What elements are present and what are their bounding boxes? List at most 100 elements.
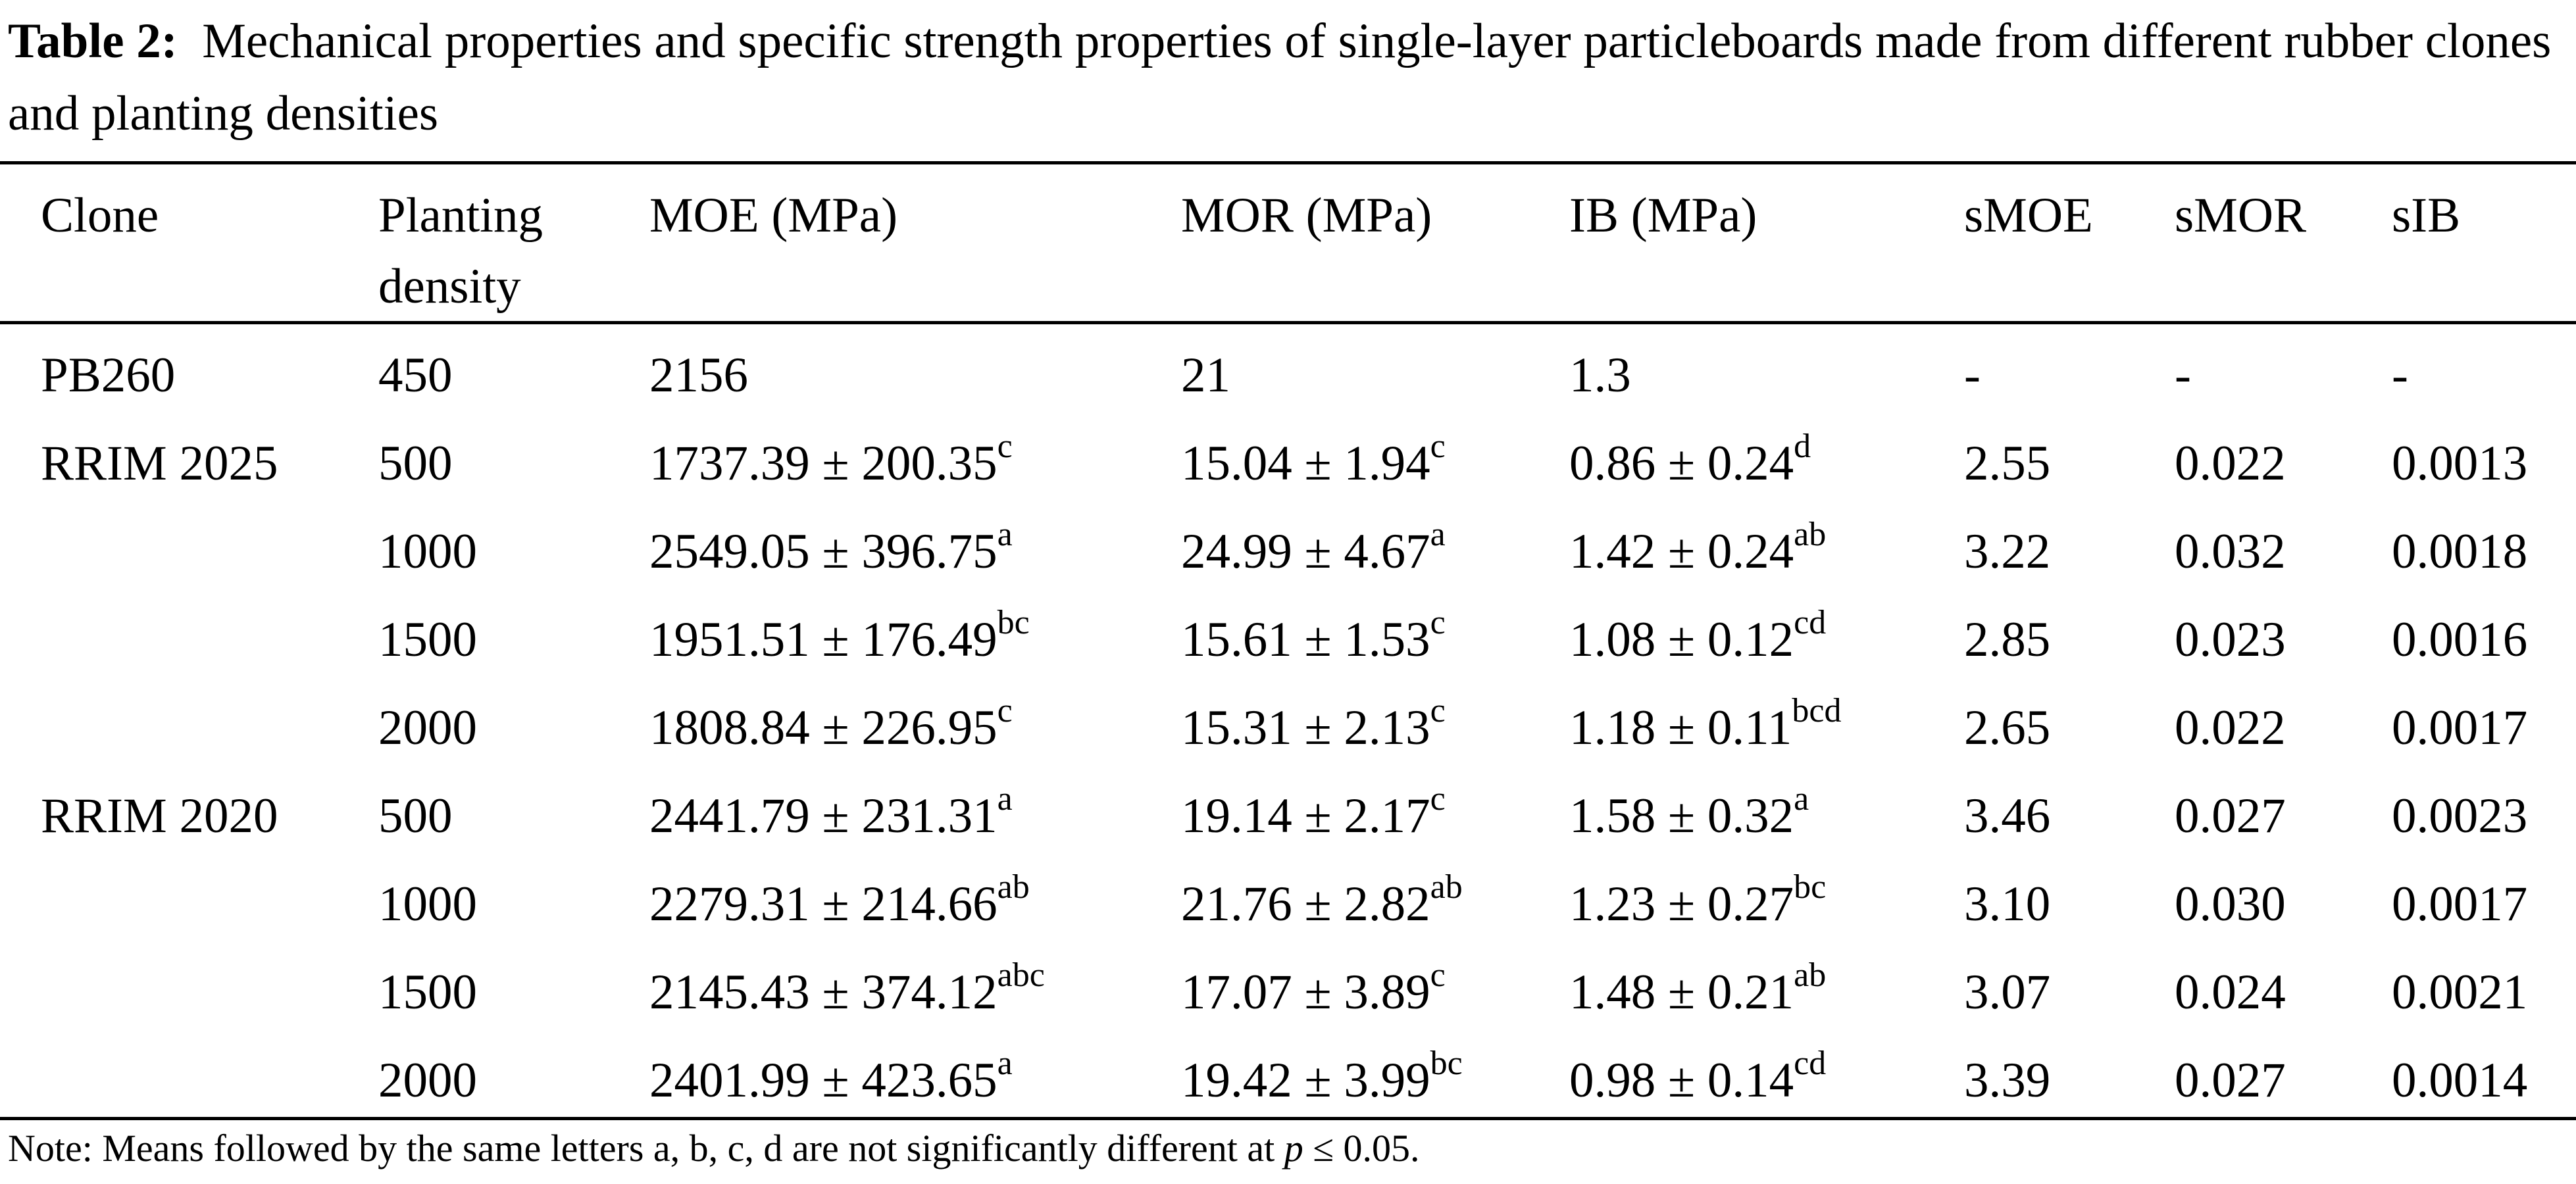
- cell-ib-value: 1.42 ± 0.24: [1569, 524, 1794, 579]
- cell-mor-value: 17.07 ± 3.89: [1181, 965, 1430, 1020]
- cell-sib: 0.0023: [2392, 789, 2528, 843]
- cell-sib: 0.0014: [2392, 1053, 2528, 1108]
- cell-ib: 1.42 ± 0.24ab: [1569, 508, 1964, 596]
- cell-planting-density: 1500: [378, 612, 477, 667]
- cell-ib-value: 1.48 ± 0.21: [1569, 965, 1794, 1020]
- cell-moe: 2145.43 ± 374.12abc: [649, 949, 1181, 1037]
- column-header-clone: Clone: [41, 188, 159, 243]
- cell-smoe: 2.55: [1964, 436, 2051, 491]
- cell-clone: [0, 508, 378, 596]
- cell-mor: 15.04 ± 1.94c: [1181, 420, 1569, 508]
- cell-moe-value: 2549.05 ± 396.75: [649, 524, 998, 579]
- cell-moe: 2279.31 ± 214.66ab: [649, 860, 1181, 949]
- cell-ib-significance-letters: d: [1794, 428, 1811, 465]
- column-header-mor: MOR (MPa): [1181, 188, 1432, 243]
- cell-ib-significance-letters: bc: [1794, 868, 1827, 906]
- cell-moe-significance-letters: c: [997, 692, 1013, 729]
- note-variable: p: [1284, 1127, 1303, 1170]
- cell-moe-value: 2145.43 ± 374.12: [649, 965, 998, 1020]
- cell-smoe: 3.46: [1964, 789, 2051, 843]
- cell-smor: 0.027: [2175, 1053, 2286, 1108]
- cell-mor-value: 24.99 ± 4.67: [1181, 524, 1430, 579]
- cell-moe-value: 2279.31 ± 214.66: [649, 877, 998, 931]
- table-header-rule: [0, 321, 2576, 324]
- cell-mor-value: 15.04 ± 1.94: [1181, 436, 1430, 491]
- cell-ib-value: 0.98 ± 0.14: [1569, 1053, 1794, 1108]
- cell-mor-significance-letters: c: [1430, 780, 1446, 818]
- cell-planting-density: 1000: [378, 877, 477, 931]
- cell-ib-value: 1.3: [1569, 348, 1631, 403]
- cell-sib: 0.0016: [2392, 612, 2528, 667]
- cell-mor-significance-letters: ab: [1430, 868, 1463, 906]
- cell-ib: 0.98 ± 0.14cd: [1569, 1037, 1964, 1125]
- cell-mor-significance-letters: c: [1430, 428, 1446, 465]
- cell-mor-significance-letters: a: [1430, 516, 1446, 553]
- caption-text: Mechanical properties and specific stren…: [8, 14, 2552, 141]
- cell-planting-density: 2000: [378, 701, 477, 755]
- cell-moe-significance-letters: ab: [997, 868, 1030, 906]
- cell-ib-value: 1.58 ± 0.32: [1569, 789, 1794, 843]
- cell-moe-significance-letters: bc: [997, 604, 1030, 641]
- cell-planting-density: 500: [378, 436, 453, 491]
- cell-mor: 17.07 ± 3.89c: [1181, 949, 1569, 1037]
- properties-table: Clone Planting density MOE (MPa) MOR (MP…: [0, 164, 2576, 1125]
- table-caption: Table 2: Mechanical properties and speci…: [8, 5, 2567, 150]
- cell-ib: 0.86 ± 0.24d: [1569, 420, 1964, 508]
- cell-sib: 0.0017: [2392, 877, 2528, 931]
- cell-clone: [0, 949, 378, 1037]
- cell-clone: [0, 860, 378, 949]
- cell-mor: 15.31 ± 2.13c: [1181, 684, 1569, 772]
- cell-mor-significance-letters: c: [1430, 604, 1446, 641]
- cell-moe-significance-letters: a: [997, 780, 1013, 818]
- cell-ib: 1.23 ± 0.27bc: [1569, 860, 1964, 949]
- table-row: 2000 1808.84 ± 226.95c 15.31 ± 2.13c 1.18 ±…: [0, 684, 2576, 772]
- cell-smor: -: [2175, 348, 2191, 403]
- cell-ib: 1.58 ± 0.32a: [1569, 772, 1964, 860]
- cell-moe-significance-letters: abc: [997, 956, 1045, 994]
- column-header-smor: sMOR: [2175, 188, 2307, 243]
- cell-ib-significance-letters: bcd: [1792, 692, 1842, 729]
- table-top-rule: [0, 161, 2576, 164]
- cell-smoe: 3.10: [1964, 877, 2051, 931]
- cell-ib-significance-letters: cd: [1794, 604, 1827, 641]
- cell-moe: 1951.51 ± 176.49bc: [649, 596, 1181, 684]
- cell-sib: -: [2392, 348, 2408, 403]
- cell-mor-value: 15.61 ± 1.53: [1181, 612, 1430, 667]
- cell-sib: 0.0018: [2392, 524, 2528, 579]
- cell-ib-value: 1.23 ± 0.27: [1569, 877, 1794, 931]
- cell-mor: 21.76 ± 2.82ab: [1181, 860, 1569, 949]
- table-row: 1500 1951.51 ± 176.49bc 15.61 ± 1.53c 1.08 …: [0, 596, 2576, 684]
- cell-planting-density: 1500: [378, 965, 477, 1020]
- cell-smor: 0.022: [2175, 701, 2286, 755]
- cell-planting-density: 1000: [378, 524, 477, 579]
- table-row: RRIM 2020 500 2441.79 ± 231.31a 19.14 ± 2.1…: [0, 772, 2576, 860]
- cell-mor-value: 15.31 ± 2.13: [1181, 701, 1430, 755]
- cell-planting-density: 2000: [378, 1053, 477, 1108]
- cell-smor: 0.022: [2175, 436, 2286, 491]
- cell-smoe: 2.85: [1964, 612, 2051, 667]
- cell-moe: 1737.39 ± 200.35c: [649, 420, 1181, 508]
- cell-ib-significance-letters: cd: [1794, 1045, 1827, 1082]
- cell-mor: 19.42 ± 3.99bc: [1181, 1037, 1569, 1125]
- cell-smoe: 3.22: [1964, 524, 2051, 579]
- cell-smoe: 3.39: [1964, 1053, 2051, 1108]
- table-body: PB260 450 2156 21 1.3 - - - RRIM 2025 500 1737.39 …: [0, 322, 2576, 1125]
- cell-mor-value: 19.42 ± 3.99: [1181, 1053, 1430, 1108]
- cell-moe-significance-letters: a: [997, 1045, 1013, 1082]
- cell-mor-value: 19.14 ± 2.17: [1181, 789, 1430, 843]
- column-header-ib: IB (MPa): [1569, 188, 1757, 243]
- cell-ib: 1.3: [1569, 322, 1964, 420]
- cell-clone: RRIM 2020: [41, 789, 278, 843]
- table-row: PB260 450 2156 21 1.3 - - -: [0, 322, 2576, 420]
- cell-planting-density: 500: [378, 789, 453, 843]
- cell-clone: [0, 1037, 378, 1125]
- cell-moe: 2401.99 ± 423.65a: [649, 1037, 1181, 1125]
- cell-moe-significance-letters: c: [997, 428, 1013, 465]
- note-prefix: Note: Means followed by the same letters…: [8, 1127, 1284, 1170]
- cell-smor: 0.024: [2175, 965, 2286, 1020]
- cell-smor: 0.032: [2175, 524, 2286, 579]
- cell-sib: 0.0017: [2392, 701, 2528, 755]
- cell-smoe: -: [1964, 348, 1981, 403]
- cell-moe-value: 1737.39 ± 200.35: [649, 436, 998, 491]
